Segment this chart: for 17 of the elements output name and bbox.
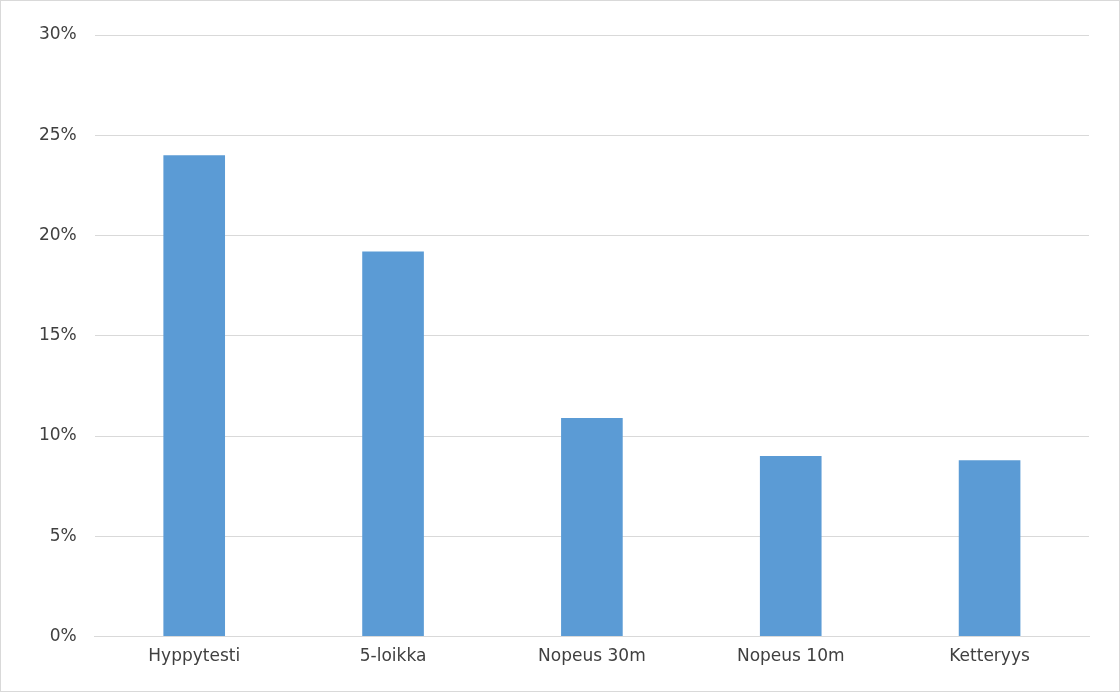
y-tick-label: 5% <box>49 524 77 545</box>
bar <box>362 251 424 637</box>
x-tick-label: Nopeus 10m <box>736 645 845 666</box>
y-tick-label: 15% <box>38 324 77 345</box>
x-tick-label: Nopeus 30m <box>538 645 646 666</box>
bar <box>958 460 1021 637</box>
y-tick-label: 30% <box>38 23 77 44</box>
y-tick-label: 20% <box>38 223 77 244</box>
bar <box>561 418 623 637</box>
x-tick-label: 5-loikka <box>359 645 427 666</box>
x-tick-label: Hyppytesti <box>148 645 241 666</box>
y-tick-label: 0% <box>49 625 77 646</box>
bar <box>163 155 226 637</box>
y-tick-label: 25% <box>38 123 77 144</box>
x-tick-label: Ketteryys <box>949 645 1030 666</box>
bar <box>759 456 822 637</box>
y-tick-label: 10% <box>38 424 77 445</box>
